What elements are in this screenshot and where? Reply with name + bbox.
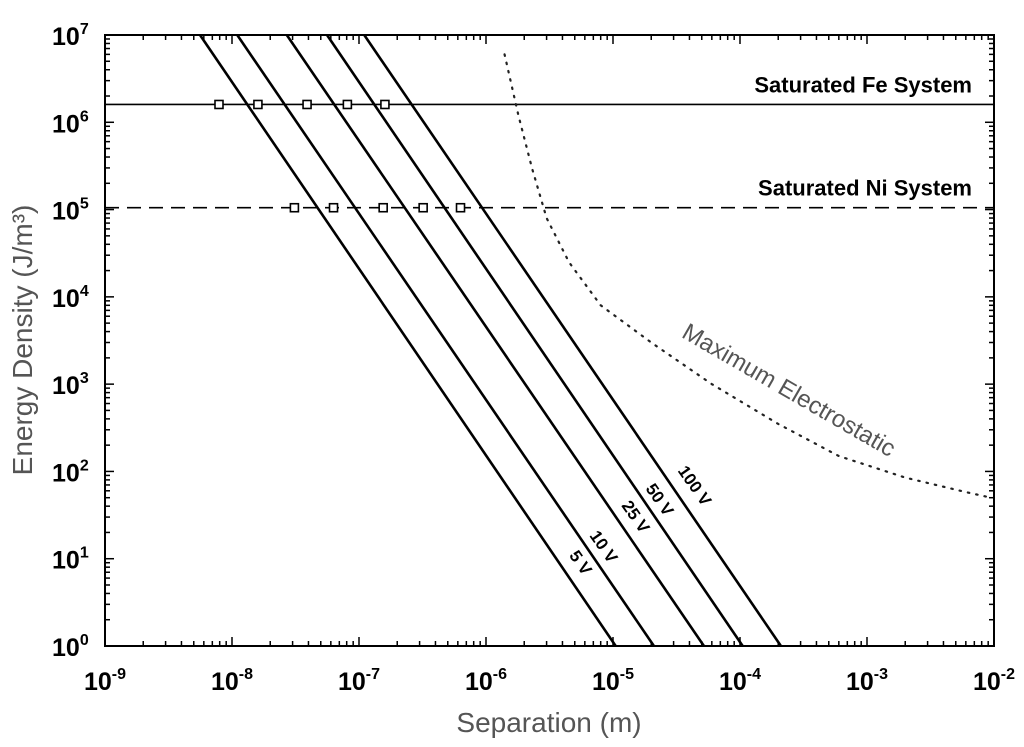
y-tick-label: 103 bbox=[52, 370, 89, 400]
series-line-10v bbox=[236, 34, 655, 647]
intersection-marker bbox=[380, 99, 390, 110]
y-tick-label: 100 bbox=[52, 632, 89, 662]
intersection-marker bbox=[253, 99, 263, 110]
x-tick-label: 10-2 bbox=[973, 666, 1015, 696]
ni-saturation-label: Saturated Ni System bbox=[758, 176, 972, 201]
y-tick-label: 104 bbox=[52, 283, 89, 313]
y-axis-title: Energy Density (J/m³) bbox=[7, 205, 38, 476]
series-line-5v bbox=[198, 34, 617, 647]
intersection-marker bbox=[328, 202, 339, 213]
x-tick-label: 10-4 bbox=[719, 666, 761, 696]
y-tick-label: 101 bbox=[52, 545, 89, 575]
fe-saturation-label: Saturated Fe System bbox=[754, 72, 972, 97]
marker-layer bbox=[214, 99, 466, 213]
y-tick-label: 107 bbox=[52, 21, 89, 51]
intersection-marker bbox=[214, 99, 224, 110]
y-tick-label: 106 bbox=[52, 108, 89, 138]
x-tick-label: 10-5 bbox=[592, 666, 634, 696]
y-tick-label: 105 bbox=[52, 196, 89, 226]
x-tick-label: 10-7 bbox=[338, 666, 380, 696]
intersection-marker bbox=[342, 99, 353, 110]
intersection-marker bbox=[302, 99, 312, 110]
series-line-100v bbox=[363, 34, 782, 647]
series-line-50v bbox=[325, 34, 744, 647]
y-tick-label: 102 bbox=[52, 457, 89, 487]
x-axis-title: Separation (m) bbox=[456, 707, 641, 738]
x-tick-label: 10-8 bbox=[211, 666, 253, 696]
series-layer bbox=[198, 34, 782, 647]
intersection-marker bbox=[289, 202, 300, 213]
series-line-25v bbox=[285, 34, 706, 647]
intersection-marker bbox=[418, 202, 428, 213]
axis-ticks bbox=[104, 35, 994, 647]
intersection-marker bbox=[378, 202, 388, 213]
plot-area bbox=[104, 34, 995, 647]
x-tick-label: 10-9 bbox=[84, 666, 126, 696]
x-tick-label: 10-6 bbox=[465, 666, 507, 696]
x-tick-label: 10-3 bbox=[846, 666, 888, 696]
intersection-marker bbox=[455, 202, 466, 213]
